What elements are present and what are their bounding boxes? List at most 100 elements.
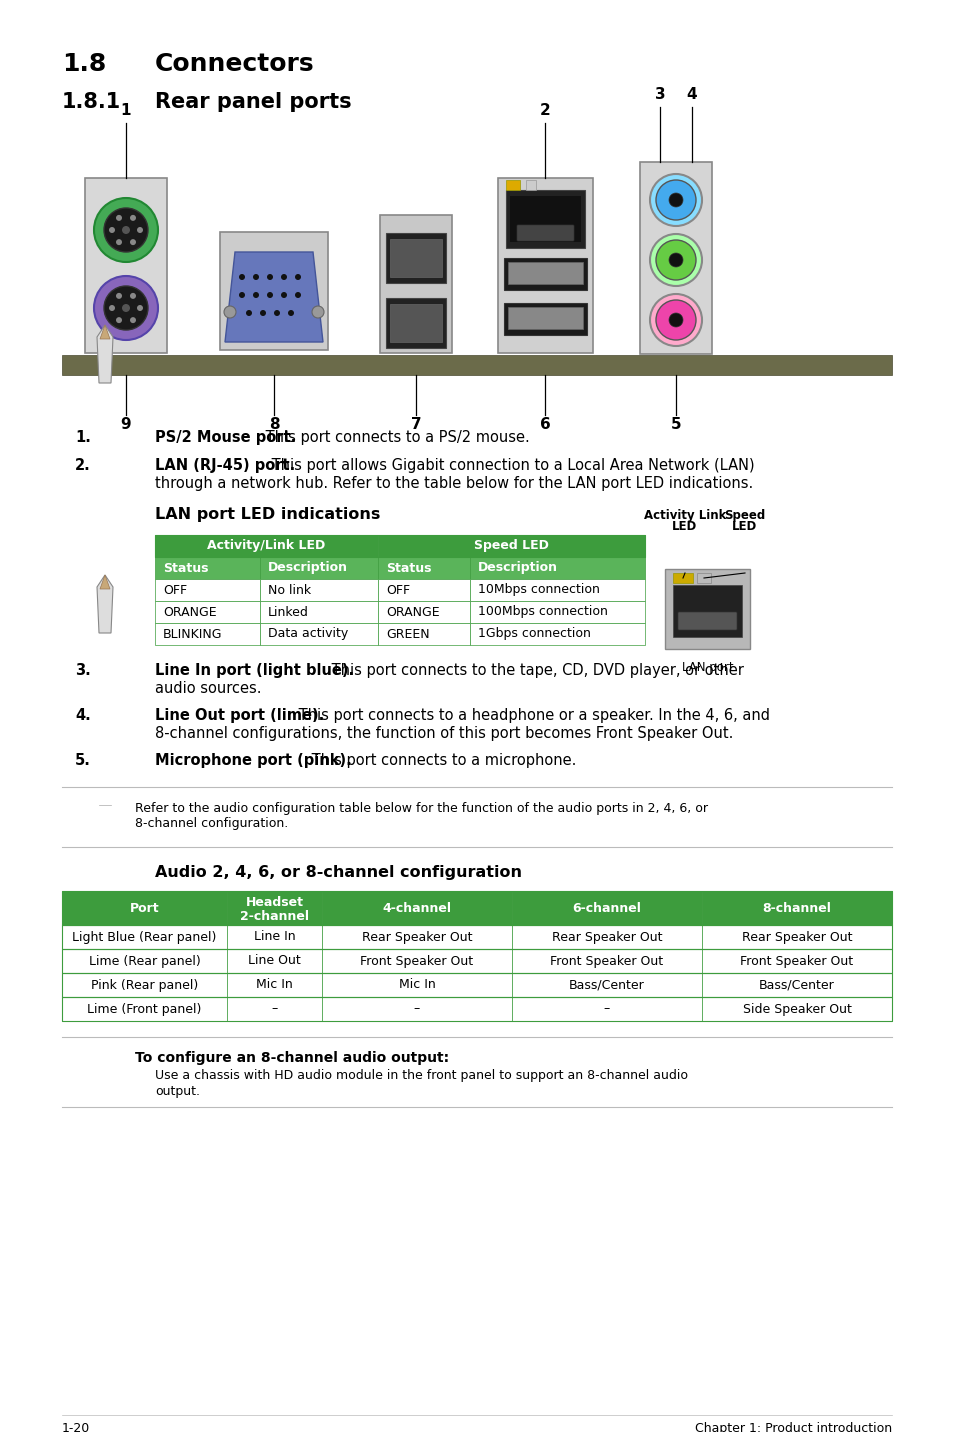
Text: 6: 6: [539, 417, 550, 432]
Text: PS/2 Mouse port.: PS/2 Mouse port.: [154, 430, 296, 445]
Circle shape: [253, 292, 258, 298]
Text: 2: 2: [539, 103, 550, 117]
Text: Pink (Rear panel): Pink (Rear panel): [91, 978, 198, 991]
Bar: [512, 925, 701, 949]
Text: 4: 4: [686, 87, 697, 102]
Bar: [62, 891, 227, 925]
Bar: [260, 579, 377, 601]
Text: 7: 7: [410, 417, 421, 432]
Text: Use a chassis with HD audio module in the front panel to support an 8-channel au: Use a chassis with HD audio module in th…: [154, 1070, 687, 1083]
Text: Line In port (light blue).: Line In port (light blue).: [154, 663, 354, 677]
Bar: [505, 190, 584, 248]
Bar: [62, 949, 227, 972]
Bar: [85, 178, 167, 354]
Text: –: –: [271, 1002, 277, 1015]
Bar: [701, 972, 891, 997]
Text: Rear Speaker Out: Rear Speaker Out: [741, 931, 851, 944]
Text: 4.: 4.: [75, 707, 91, 723]
Bar: [379, 215, 452, 354]
Bar: [62, 972, 891, 997]
Circle shape: [294, 292, 301, 298]
Bar: [386, 298, 446, 348]
Bar: [386, 233, 446, 284]
Text: Rear Speaker Out: Rear Speaker Out: [361, 931, 472, 944]
Text: This port connects to a microphone.: This port connects to a microphone.: [307, 753, 576, 768]
Bar: [512, 891, 701, 925]
Text: 9: 9: [121, 417, 132, 432]
Text: OFF: OFF: [163, 583, 187, 597]
Text: This port connects to the tape, CD, DVD player, or other: This port connects to the tape, CD, DVD …: [327, 663, 743, 677]
Text: Front Speaker Out: Front Speaker Out: [360, 955, 473, 968]
Text: Description: Description: [268, 561, 348, 574]
Circle shape: [122, 304, 130, 312]
Text: LED: LED: [672, 520, 697, 533]
Circle shape: [656, 180, 696, 221]
Polygon shape: [225, 252, 323, 342]
Text: –: –: [414, 1002, 419, 1015]
Circle shape: [668, 314, 682, 326]
Text: LAN port: LAN port: [681, 662, 733, 674]
Text: 5.: 5.: [75, 753, 91, 768]
Bar: [154, 579, 260, 601]
Text: Description: Description: [477, 561, 558, 574]
Text: Data activity: Data activity: [268, 627, 348, 640]
Text: Headset: Headset: [245, 896, 303, 909]
Bar: [377, 579, 470, 601]
Bar: [525, 180, 536, 190]
Bar: [512, 949, 701, 972]
Text: Activity/Link LED: Activity/Link LED: [207, 540, 325, 553]
Bar: [507, 306, 582, 329]
Text: 100Mbps connection: 100Mbps connection: [477, 606, 607, 619]
Circle shape: [239, 274, 245, 281]
Text: Activity Link: Activity Link: [643, 508, 725, 523]
Text: Side Speaker Out: Side Speaker Out: [741, 1002, 850, 1015]
Text: Mic In: Mic In: [255, 978, 293, 991]
Text: Refer to the audio configuration table below for the function of the audio ports: Refer to the audio configuration table b…: [135, 802, 707, 815]
Circle shape: [137, 305, 143, 311]
Bar: [470, 623, 644, 644]
Text: Audio 2, 4, 6, or 8-channel configuration: Audio 2, 4, 6, or 8-channel configuratio…: [154, 865, 521, 881]
Bar: [227, 972, 322, 997]
Text: 8-channel: 8-channel: [761, 902, 831, 915]
Circle shape: [267, 274, 273, 281]
Bar: [390, 304, 441, 342]
Circle shape: [109, 228, 115, 233]
Text: LAN port LED indications: LAN port LED indications: [154, 507, 380, 523]
Polygon shape: [97, 576, 112, 633]
Text: Lime (Front panel): Lime (Front panel): [88, 1002, 201, 1015]
Bar: [62, 949, 891, 972]
Circle shape: [94, 198, 158, 262]
Bar: [664, 569, 749, 649]
Bar: [227, 997, 322, 1021]
Circle shape: [649, 294, 701, 347]
Circle shape: [109, 305, 115, 311]
Bar: [639, 162, 711, 354]
Circle shape: [104, 286, 148, 329]
Polygon shape: [97, 325, 112, 382]
Text: OFF: OFF: [386, 583, 410, 597]
Bar: [154, 623, 260, 644]
Text: Mic In: Mic In: [398, 978, 435, 991]
Text: To configure an 8-channel audio output:: To configure an 8-channel audio output:: [135, 1051, 449, 1065]
Bar: [512, 997, 701, 1021]
FancyBboxPatch shape: [517, 225, 574, 241]
Bar: [697, 573, 710, 583]
Bar: [154, 536, 644, 557]
Text: 1.: 1.: [75, 430, 91, 445]
Bar: [62, 997, 227, 1021]
Bar: [672, 573, 692, 583]
Circle shape: [224, 306, 235, 318]
Bar: [470, 601, 644, 623]
Text: Status: Status: [386, 561, 431, 574]
Text: Front Speaker Out: Front Speaker Out: [740, 955, 853, 968]
Bar: [322, 949, 512, 972]
Bar: [701, 949, 891, 972]
Circle shape: [656, 299, 696, 339]
Circle shape: [260, 309, 266, 316]
Bar: [470, 579, 644, 601]
Circle shape: [116, 294, 122, 299]
Bar: [497, 178, 593, 354]
Bar: [503, 304, 586, 335]
Bar: [154, 557, 260, 579]
Text: 8-channel configuration.: 8-channel configuration.: [135, 818, 288, 831]
